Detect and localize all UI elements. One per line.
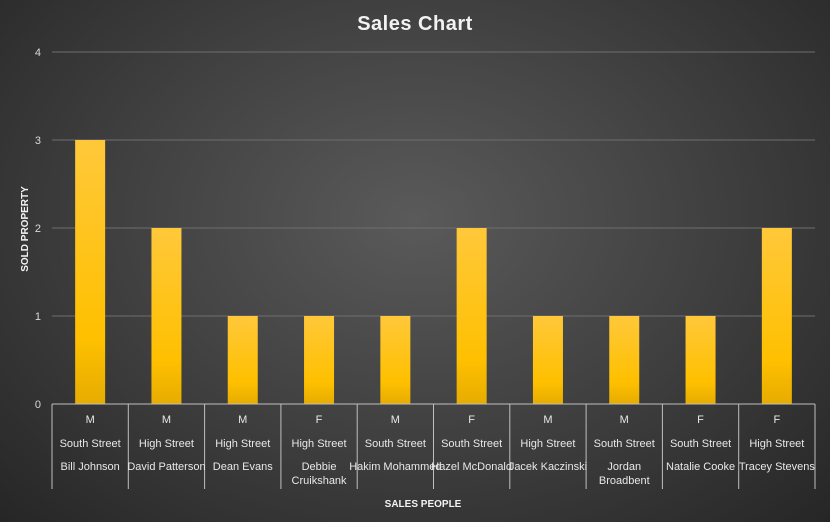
y-tick-label: 0 <box>35 399 41 411</box>
bar <box>456 228 487 404</box>
gender-label: F <box>697 414 704 426</box>
bar <box>761 228 792 404</box>
bar <box>151 228 182 404</box>
gender-label: M <box>162 414 171 426</box>
y-tick-label: 4 <box>35 47 41 59</box>
branch-label: High Street <box>139 438 194 450</box>
branch-label: High Street <box>215 438 270 450</box>
gender-label: F <box>316 414 323 426</box>
salesperson-label: Hazel McDonald <box>431 461 512 473</box>
bar <box>609 316 640 404</box>
salesperson-label: David Patterson <box>127 461 205 473</box>
bars <box>75 140 792 404</box>
y-tick-label: 2 <box>35 223 41 235</box>
salesperson-label: Jacek Kaczinski <box>509 461 587 473</box>
bar <box>685 316 716 404</box>
branch-label: High Street <box>749 438 804 450</box>
gender-label: F <box>773 414 780 426</box>
bar <box>227 316 258 404</box>
y-tick-label: 3 <box>35 135 41 147</box>
salesperson-label: Jordan Broadbent <box>599 461 650 487</box>
salesperson-label: Tracey Stevens <box>739 461 816 473</box>
category-labels: M M M F M F M M F F South Street High Street High St… <box>51 403 816 489</box>
gender-label: M <box>620 414 629 426</box>
branch-label: South Street <box>594 438 655 450</box>
branch-label: South Street <box>365 438 426 450</box>
salesperson-label: Debbie Cruikshank <box>292 461 348 487</box>
gender-label: M <box>391 414 400 426</box>
y-axis-title: SOLD PROPERTY <box>20 186 31 272</box>
salesperson-label: Bill Johnson <box>60 461 119 473</box>
branch-label: South Street <box>670 438 731 450</box>
bar <box>532 316 563 404</box>
branch-label: South Street <box>441 438 502 450</box>
bar <box>304 316 335 404</box>
salesperson-label: Natalie Cooke <box>666 461 735 473</box>
chart-title: Sales Chart <box>357 13 473 35</box>
y-tick-label: 1 <box>35 311 41 323</box>
branch-label: High Street <box>520 438 575 450</box>
branch-label: South Street <box>60 438 121 450</box>
y-tick-labels: 0 1 2 3 4 <box>35 47 41 411</box>
bar <box>380 316 411 404</box>
bar <box>75 140 106 404</box>
gender-label: F <box>468 414 475 426</box>
salesperson-label: Hakim Mohammed <box>349 461 441 473</box>
x-axis-title: SALES PEOPLE <box>385 499 462 510</box>
salesperson-label: Dean Evans <box>213 461 273 473</box>
gender-label: M <box>86 414 95 426</box>
branch-label: High Street <box>292 438 347 450</box>
gender-label: M <box>238 414 247 426</box>
gender-label: M <box>543 414 552 426</box>
